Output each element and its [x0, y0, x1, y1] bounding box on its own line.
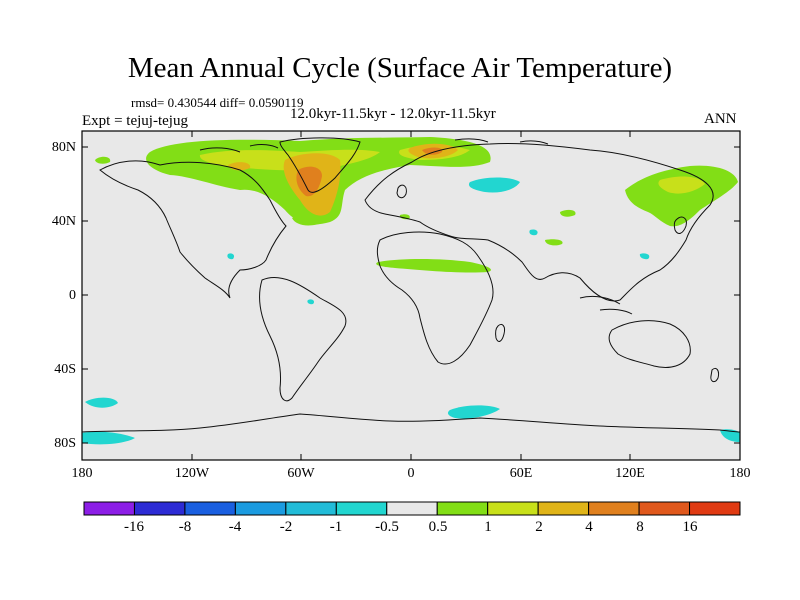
colorbar-box: [588, 501, 640, 516]
coast-new-zealand: [710, 367, 719, 383]
colorbar-label: 0.5: [428, 519, 448, 535]
period-label: 12.0kyr-11.5kyr - 12.0kyr-11.5kyr: [290, 106, 496, 122]
colorbar-label: 4: [585, 519, 593, 535]
colorbar-box: [386, 501, 438, 516]
colorbar-box: [83, 501, 135, 516]
coast-uk: [396, 184, 407, 199]
lat-label: 80S: [54, 436, 76, 451]
colorbar-label: -8: [178, 519, 192, 535]
colorbar-label: -2: [279, 519, 293, 535]
colorbar-label: 2: [535, 519, 543, 535]
rmsd-value: 0.430544: [167, 95, 217, 110]
lat-label: 40N: [51, 214, 76, 229]
coast-australia: [608, 320, 691, 368]
lon-label: 180: [71, 466, 93, 481]
colorbar-box: [184, 501, 236, 516]
experiment-label: Expt = tejuj-tejug: [82, 113, 188, 129]
colorbar-label: 16: [682, 519, 698, 535]
diff-label: diff=: [219, 95, 246, 110]
colorbar-box: [285, 501, 337, 516]
coast-south-america: [259, 276, 347, 402]
anomaly-dark-orange-regions: [296, 147, 443, 197]
colorbar-label: -16: [124, 519, 144, 535]
colorbar-label: -0.5: [375, 519, 399, 535]
lon-label: 0: [407, 466, 415, 481]
coast-indonesia: [579, 295, 633, 315]
lon-label: 120W: [174, 466, 210, 481]
coast-greenland: [279, 137, 361, 193]
coast-africa: [376, 231, 494, 365]
lat-label: 40S: [54, 362, 76, 377]
coast-madagascar: [495, 323, 505, 342]
colorbar-label: 1: [484, 519, 492, 535]
coast-antarctica: [81, 413, 741, 433]
coast-japan: [673, 216, 687, 234]
lon-label: 180: [729, 466, 751, 481]
lon-label: 60W: [287, 466, 315, 481]
colorbar-box: [234, 501, 287, 516]
colorbar-box: [487, 501, 539, 516]
coast-arctic-islands: [199, 138, 549, 153]
colorbar-box: [689, 501, 741, 516]
anomaly-cyan-regions: [82, 177, 740, 445]
map-background: [82, 131, 740, 460]
colorbar-box: [436, 501, 489, 516]
colorbar-label: 8: [636, 519, 644, 535]
diff-value: 0.0590119: [248, 95, 304, 110]
coast-eurasia: [364, 142, 714, 302]
coastlines: [81, 137, 741, 433]
rmsd-label: rmsd=: [131, 95, 165, 110]
colorbar-box: [638, 501, 691, 516]
lat-label: 80N: [51, 140, 76, 155]
lon-label: 60E: [509, 466, 533, 481]
colorbar-box: [133, 501, 186, 516]
lat-label: 0: [69, 288, 76, 303]
colorbar-box: [537, 501, 590, 516]
season-label: ANN: [704, 111, 737, 127]
chart-title: Mean Annual Cycle (Surface Air Temperatu…: [127, 52, 673, 84]
colorbar-label: -4: [228, 519, 242, 535]
colorbar-box: [335, 501, 388, 516]
colorbar-label: -1: [329, 519, 343, 535]
stats-line: rmsd= 0.430544 diff= 0.0590119: [131, 95, 304, 111]
colorbar: [83, 501, 741, 516]
axis-ticks: [81, 131, 741, 460]
lon-label: 120E: [615, 466, 645, 481]
coast-north-america: [99, 160, 287, 299]
